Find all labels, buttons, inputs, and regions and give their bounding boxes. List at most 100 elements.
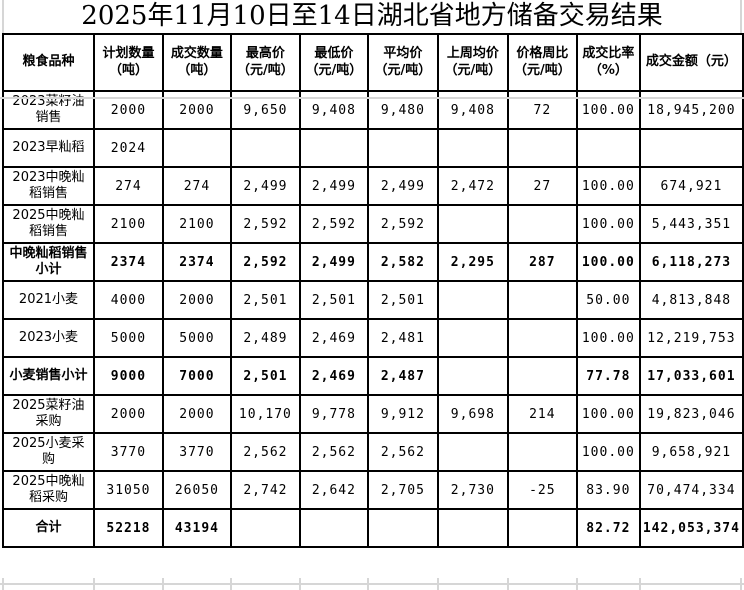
page-title: 2025年11月10日至14日湖北省地方储备交易结果 <box>81 1 663 31</box>
value-cell: 27 <box>506 166 578 206</box>
value-cell: 2,501 <box>366 280 439 320</box>
value-cell: 2,469 <box>298 356 369 396</box>
value-cell: 100.00 <box>575 166 641 206</box>
value-cell: 52218 <box>92 508 164 548</box>
header-line2: （吨） <box>108 62 148 78</box>
header-line1: 最高价 <box>245 46 285 62</box>
header-row: 粮食品种 计划数量 （吨） 成交数量 （吨） 最高价 （元/吨） 最低价 <box>2 33 744 92</box>
value-cell: 2,501 <box>229 280 301 320</box>
header-line1: 成交数量 <box>170 46 223 62</box>
value-cell: 17,033,601 <box>638 356 744 396</box>
table-row: 2025菜籽油采购 2000 2000 10,170 9,778 9,912 9… <box>2 394 744 434</box>
header-line1: 计划数量 <box>102 46 155 62</box>
value-cell: 2,481 <box>366 318 439 358</box>
value-cell <box>436 204 509 244</box>
value-cell: 9,650 <box>229 90 301 130</box>
gridline <box>507 578 509 590</box>
value-cell: 9,912 <box>366 394 439 434</box>
col-header-deal-ratio: 成交比率 （%） <box>575 33 641 92</box>
value-cell: 2,742 <box>229 470 301 510</box>
grain-name-cell: 2023早籼稻 <box>2 128 95 168</box>
value-cell: 274 <box>92 166 164 206</box>
header-line2: （%） <box>588 62 628 78</box>
gridline <box>576 578 578 590</box>
value-cell <box>436 432 509 472</box>
value-cell <box>506 508 578 548</box>
value-cell: 2,499 <box>298 166 369 206</box>
value-cell: 2,295 <box>436 242 509 282</box>
value-cell <box>298 128 369 168</box>
grain-name-cell: 2023菜籽油销售 <box>2 90 95 130</box>
grain-name-cell: 2023中晚籼稻销售 <box>2 166 95 206</box>
value-cell: 2000 <box>92 394 164 434</box>
col-header-grain: 粮食品种 <box>2 33 95 92</box>
value-cell: 2000 <box>161 280 232 320</box>
value-cell: 9,408 <box>436 90 509 130</box>
value-cell: 100.00 <box>575 90 641 130</box>
value-cell: 2000 <box>161 90 232 130</box>
value-cell <box>506 128 578 168</box>
value-cell: 18,945,200 <box>638 90 744 130</box>
header-line2: （元/吨） <box>513 62 571 78</box>
value-cell: 9,778 <box>298 394 369 434</box>
value-cell <box>436 356 509 396</box>
value-cell: 287 <box>506 242 578 282</box>
value-cell: 4000 <box>92 280 164 320</box>
value-cell: 2374 <box>161 242 232 282</box>
gridline <box>639 578 641 590</box>
value-cell <box>366 508 439 548</box>
value-cell: 9000 <box>92 356 164 396</box>
value-cell: 2,730 <box>436 470 509 510</box>
value-cell: 2,499 <box>366 166 439 206</box>
col-header-planned-qty: 计划数量 （吨） <box>92 33 164 92</box>
col-header-avg-price: 平均价 （元/吨） <box>366 33 439 92</box>
gridline <box>437 578 439 590</box>
gridline <box>367 578 369 590</box>
grain-name-cell: 2025小麦采购 <box>2 432 95 472</box>
table-row: 小麦销售小计 9000 7000 2,501 2,469 2,487 77.78… <box>2 356 744 396</box>
table-row: 2023早籼稻 2024 <box>2 128 744 168</box>
grain-name-cell: 中晚籼稻销售小计 <box>2 242 95 282</box>
value-cell: 2,562 <box>366 432 439 472</box>
grain-name-cell: 2025中晚籼稻采购 <box>2 470 95 510</box>
value-cell: 2,489 <box>229 318 301 358</box>
value-cell: 2374 <box>92 242 164 282</box>
value-cell <box>298 508 369 548</box>
value-cell: 2,592 <box>229 242 301 282</box>
value-cell: 100.00 <box>575 318 641 358</box>
header-line1: 平均价 <box>383 46 423 62</box>
header-line1: 粮食品种 <box>22 54 75 70</box>
value-cell: 50.00 <box>575 280 641 320</box>
table-row: 2025小麦采购 3770 3770 2,562 2,562 2,562 100… <box>2 432 744 472</box>
header-line2: （吨） <box>177 62 217 78</box>
header-line2: （元/吨） <box>237 62 294 78</box>
gridline <box>93 578 95 590</box>
value-cell: 3770 <box>92 432 164 472</box>
value-cell <box>506 356 578 396</box>
value-cell <box>229 508 301 548</box>
value-cell: 100.00 <box>575 204 641 244</box>
value-cell <box>366 128 439 168</box>
header-line1: 最低价 <box>314 46 354 62</box>
value-cell: 100.00 <box>575 432 641 472</box>
value-cell: 2,642 <box>298 470 369 510</box>
value-cell <box>161 128 232 168</box>
value-cell: 43194 <box>161 508 232 548</box>
value-cell: 142,053,374 <box>638 508 744 548</box>
value-cell: 72 <box>506 90 578 130</box>
gridline <box>162 578 164 590</box>
value-cell <box>229 128 301 168</box>
value-cell: 2100 <box>92 204 164 244</box>
table-row: 2023小麦 5000 5000 2,489 2,469 2,481 100.0… <box>2 318 744 358</box>
value-cell: 5000 <box>161 318 232 358</box>
value-cell: 31050 <box>92 470 164 510</box>
table-body: 2023菜籽油销售 2000 2000 9,650 9,408 9,480 9,… <box>2 90 744 548</box>
value-cell: 10,170 <box>229 394 301 434</box>
value-cell <box>436 128 509 168</box>
value-cell: 2,472 <box>436 166 509 206</box>
value-cell: 9,408 <box>298 90 369 130</box>
value-cell: 2,705 <box>366 470 439 510</box>
value-cell: 12,219,753 <box>638 318 744 358</box>
gridline <box>299 578 301 590</box>
